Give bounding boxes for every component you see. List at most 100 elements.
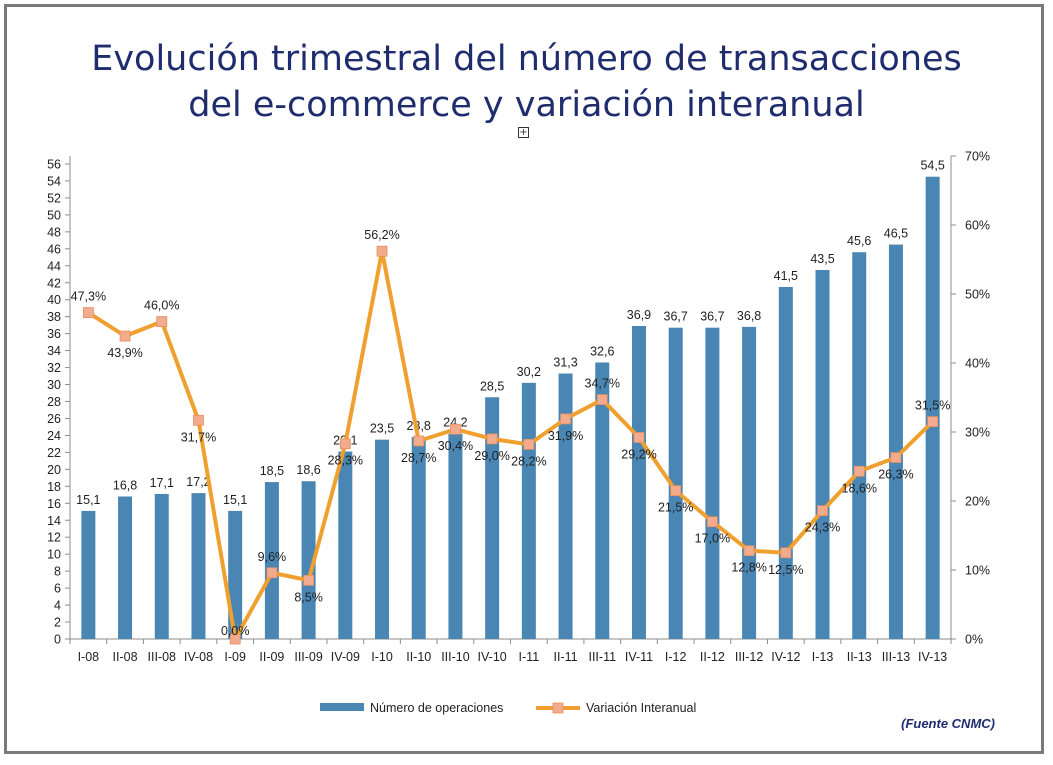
bar-data-label: 41,5 <box>774 269 798 283</box>
y-right-tick-label: 30% <box>965 426 990 440</box>
bar-data-label: 31,3 <box>553 356 577 370</box>
bar <box>888 244 903 639</box>
line-series <box>87 249 935 641</box>
bar-data-label: 32,6 <box>590 344 614 358</box>
y-right-tick-label: 0% <box>965 633 983 647</box>
y-left-tick-label: 46 <box>47 242 61 256</box>
line-marker <box>156 316 168 328</box>
bar-data-label: 46,5 <box>884 227 908 241</box>
y-right-tick-label: 60% <box>965 219 990 233</box>
bar <box>301 481 316 639</box>
y-left-tick-label: 18 <box>47 480 61 494</box>
line-data-label: 31,9% <box>548 429 583 443</box>
line-marker <box>450 423 461 435</box>
bar <box>118 496 133 639</box>
x-tick-label: IV-11 <box>625 650 653 664</box>
line-data-label: 12,8% <box>731 561 766 575</box>
bar-data-label: 30,2 <box>517 365 541 379</box>
line-data-label: 24,3% <box>805 521 840 535</box>
x-tick-label: IV-12 <box>771 650 800 664</box>
bar-data-label: 18,6 <box>296 463 320 477</box>
bar-data-label: 23,8 <box>407 419 431 433</box>
bar <box>485 397 500 639</box>
line-data-label: 28,3% <box>328 454 363 468</box>
line-marker <box>780 547 792 559</box>
y-left-tick-label: 44 <box>47 259 61 273</box>
line-data-label: 21,5% <box>658 501 693 515</box>
line-marker <box>376 245 388 257</box>
bar <box>631 326 646 639</box>
y-left-tick-label: 32 <box>47 361 61 375</box>
x-tick-label: I-12 <box>665 650 687 664</box>
bar <box>448 433 463 639</box>
y-right-tick-label: 20% <box>965 495 990 509</box>
y-left-tick-label: 36 <box>47 327 61 341</box>
y-left-tick-label: 20 <box>47 463 61 477</box>
bar-data-label: 36,7 <box>700 310 724 324</box>
bar-data-label: 45,6 <box>847 234 871 248</box>
x-tick-label: IV-08 <box>184 650 213 664</box>
line-marker <box>193 414 204 426</box>
bar <box>852 252 867 639</box>
y-left-tick-label: 6 <box>54 582 61 596</box>
line-data-label: 0,0% <box>221 624 250 638</box>
bar <box>815 270 830 639</box>
line-data-label: 43,9% <box>107 346 142 360</box>
line-marker <box>339 438 351 450</box>
line-marker <box>413 435 425 447</box>
line-marker <box>633 432 645 443</box>
x-tick-label: III-10 <box>441 650 470 664</box>
expand-icon[interactable]: + <box>518 127 529 138</box>
x-tick-label: II-11 <box>554 650 578 664</box>
y-left-tick-label: 56 <box>47 158 61 172</box>
line-data-label: 17,0% <box>695 532 730 546</box>
bar-data-label: 23,5 <box>370 422 394 436</box>
y-left-tick-label: 10 <box>47 548 61 562</box>
line-marker <box>706 516 718 528</box>
x-tick-label: I-11 <box>519 650 540 664</box>
bar-data-label: 28,5 <box>480 379 504 393</box>
line-data-label: 12,5% <box>768 563 803 577</box>
bar <box>154 493 169 639</box>
y-right-tick-label: 10% <box>965 564 990 578</box>
line-marker <box>119 330 131 342</box>
line-data-label: 46,0% <box>144 299 179 313</box>
y-right-tick-label: 50% <box>965 288 990 302</box>
bar-data-label: 15,1 <box>76 493 100 507</box>
bar-data-label: 43,5 <box>810 252 834 266</box>
bar-data-label: 36,7 <box>664 310 688 324</box>
line-data-label: 29,0% <box>474 449 509 463</box>
bar <box>411 437 426 639</box>
bar <box>264 482 279 639</box>
line-marker <box>523 439 535 450</box>
bar <box>521 382 536 639</box>
bar <box>742 326 757 639</box>
bar <box>925 176 940 640</box>
x-tick-label: I-13 <box>812 650 834 664</box>
line-marker <box>596 394 608 405</box>
x-tick-label: II-09 <box>259 650 284 664</box>
bar <box>705 327 720 639</box>
line-data-label: 9,6% <box>258 550 287 564</box>
bar-data-label: 17,2 <box>186 475 210 489</box>
legend-label-bars: Número de operaciones <box>370 701 503 715</box>
y-left-tick-label: 52 <box>47 191 61 205</box>
y-left-tick-label: 42 <box>47 276 61 290</box>
x-tick-label: III-08 <box>148 650 177 664</box>
y-left-tick-label: 48 <box>47 225 61 239</box>
chart-title-line-2: del e-commerce y variación interanual <box>188 85 865 125</box>
bar-data-label: 36,9 <box>627 308 651 322</box>
bar-data-label: 36,8 <box>737 309 761 323</box>
y-left-tick-label: 22 <box>47 446 61 460</box>
x-tick-label: I-10 <box>371 650 393 664</box>
line-data-label: 31,5% <box>915 399 950 413</box>
line-marker <box>853 465 865 477</box>
line-marker <box>743 545 755 557</box>
line-marker <box>82 307 94 319</box>
bar <box>81 510 96 639</box>
x-tick-label: I-08 <box>78 650 100 664</box>
line-marker <box>266 567 278 579</box>
line-marker <box>927 416 939 428</box>
bar <box>778 286 793 639</box>
